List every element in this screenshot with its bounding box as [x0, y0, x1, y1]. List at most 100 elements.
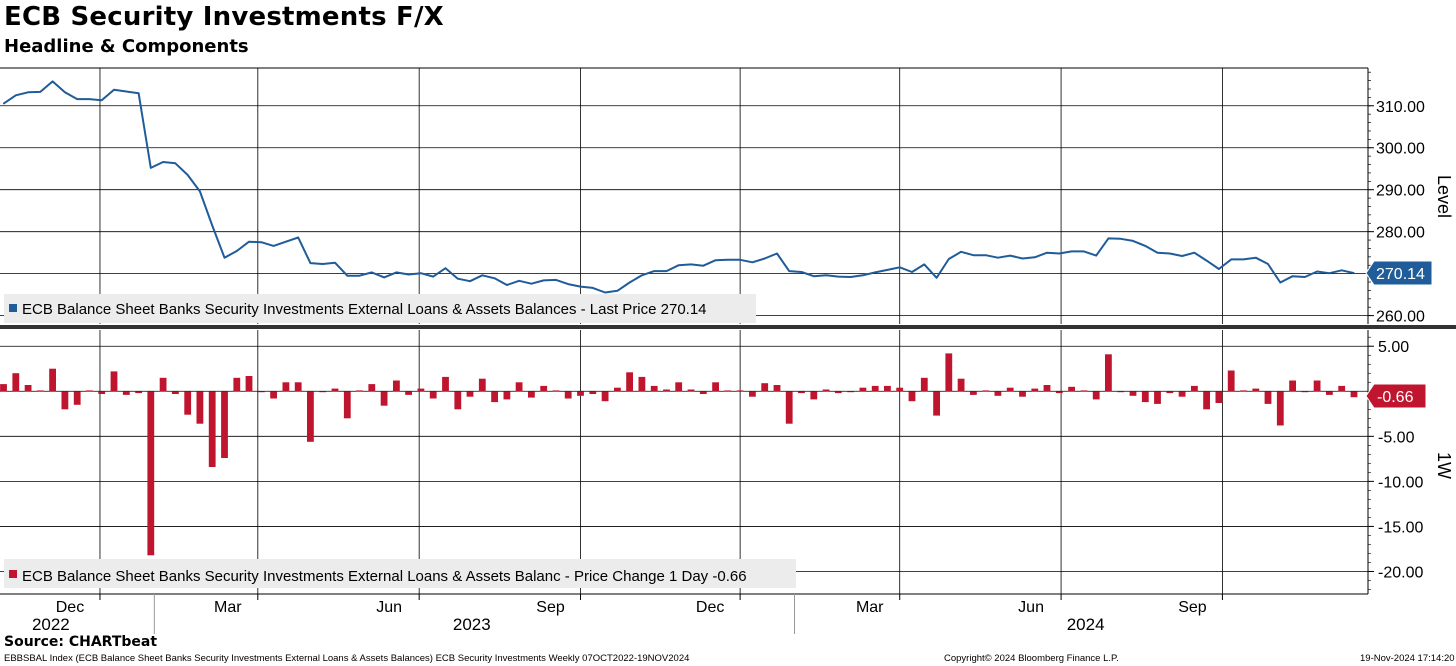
change-bar	[1166, 391, 1174, 394]
level-point	[481, 274, 483, 276]
top-legend-swatch	[9, 304, 17, 312]
level-point	[555, 279, 557, 281]
level-point	[948, 258, 950, 260]
change-bar	[1055, 391, 1063, 394]
change-bar	[1203, 391, 1210, 410]
change-bar	[687, 389, 695, 392]
change-bar	[896, 387, 904, 392]
change-bar	[847, 391, 854, 393]
change-bar	[1154, 391, 1161, 404]
bottom-y-axis-title: 1W	[1434, 452, 1454, 479]
change-bar	[1338, 385, 1346, 392]
change-bar	[380, 391, 388, 406]
level-point	[1095, 254, 1097, 257]
level-point	[1021, 257, 1024, 260]
level-point	[1009, 254, 1011, 257]
change-bar	[86, 390, 93, 392]
change-bar	[884, 385, 891, 392]
change-bar	[282, 382, 290, 392]
change-bar	[184, 391, 192, 415]
change-bar	[614, 387, 621, 392]
level-point	[248, 241, 250, 243]
x-month-label: Dec	[56, 599, 84, 616]
change-bar	[724, 390, 732, 392]
level-point	[850, 276, 852, 278]
change-bar	[1252, 388, 1260, 392]
level-point	[137, 92, 140, 94]
change-last-value-tag	[1365, 383, 1427, 409]
level-point	[1046, 252, 1048, 254]
x-month-label: Mar	[856, 599, 884, 616]
level-point	[1291, 275, 1294, 277]
level-point	[211, 224, 213, 226]
level-point	[322, 263, 324, 265]
level-point	[678, 264, 680, 266]
change-bar	[994, 391, 1002, 396]
x-year-label: 2022	[32, 615, 70, 634]
change-bar	[920, 377, 928, 392]
change-bar	[1240, 390, 1247, 392]
change-bar	[122, 391, 130, 395]
top-y-axis-title: Level	[1434, 175, 1454, 218]
change-bar	[36, 390, 44, 392]
level-point	[297, 236, 299, 239]
change-bar	[466, 391, 474, 397]
x-year-label: 2024	[1067, 615, 1105, 634]
level-point	[653, 270, 655, 272]
change-bar	[491, 391, 498, 403]
level-point	[260, 241, 262, 243]
level-series-line	[2, 80, 1355, 294]
change-bar	[1301, 391, 1309, 393]
change-bar	[871, 385, 879, 392]
level-point	[764, 257, 766, 260]
change-bar	[356, 390, 363, 392]
change-bar	[417, 388, 425, 392]
change-bar	[233, 377, 241, 392]
change-bar	[650, 385, 658, 392]
change-bar	[540, 385, 548, 392]
level-point	[1206, 260, 1208, 262]
level-point	[1304, 276, 1306, 278]
level-point	[641, 274, 643, 276]
level-point	[1316, 270, 1318, 273]
level-point	[162, 161, 164, 163]
level-point	[1058, 252, 1060, 255]
change-bar	[1264, 391, 1272, 404]
level-point	[985, 254, 987, 256]
level-point	[788, 270, 790, 272]
x-month-label: Jun	[376, 599, 402, 616]
change-bar	[1117, 391, 1125, 393]
bottom-legend-box	[4, 559, 796, 588]
level-point	[1267, 263, 1269, 265]
level-point	[432, 275, 434, 278]
change-bar	[822, 389, 830, 392]
level-point	[837, 275, 839, 278]
change-bar	[663, 389, 670, 392]
level-point	[690, 263, 692, 266]
level-point	[1144, 245, 1146, 247]
change-bar	[970, 391, 977, 395]
change-bar	[773, 385, 781, 392]
level-point	[862, 274, 864, 276]
level-point	[408, 273, 410, 276]
change-bar	[810, 391, 818, 400]
change-bar	[331, 388, 339, 392]
level-point	[518, 280, 520, 282]
level-point	[604, 291, 606, 294]
top-legend-box	[4, 294, 756, 323]
change-bar	[1043, 385, 1051, 392]
level-point	[935, 277, 938, 279]
level-point	[1218, 268, 1220, 270]
level-point	[39, 91, 41, 93]
level-point	[776, 252, 778, 255]
change-bar	[1215, 391, 1223, 403]
level-point	[76, 98, 78, 100]
change-bar	[221, 391, 228, 458]
level-point	[273, 245, 275, 247]
level-point	[346, 275, 348, 277]
level-point	[1071, 250, 1073, 252]
change-bar	[429, 391, 437, 399]
change-bar	[1276, 391, 1284, 426]
source-label: Source: CHARTbeat	[4, 634, 158, 650]
change-bar	[442, 376, 449, 392]
